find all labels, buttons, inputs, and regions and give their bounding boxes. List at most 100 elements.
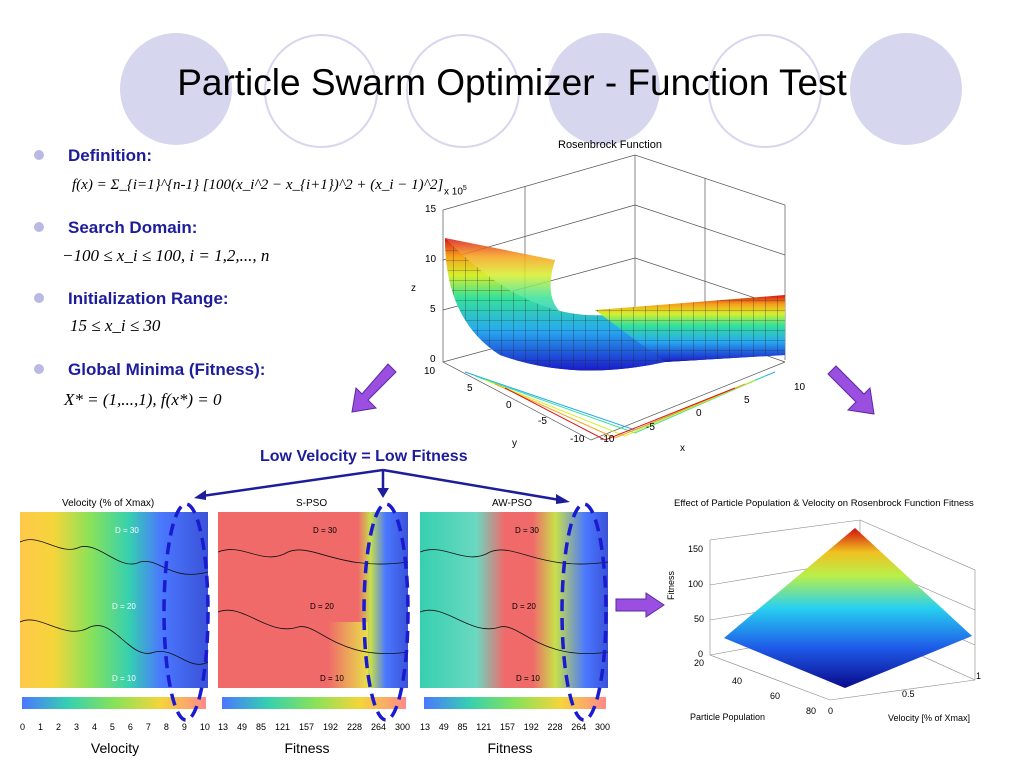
bullet-heading-definition: Definition:: [68, 146, 153, 165]
effect-x-tick: 40: [732, 676, 743, 686]
decor-circle-6: [850, 33, 962, 145]
effect-x-label: Particle Population: [690, 712, 766, 722]
z-tick: 15: [425, 204, 437, 215]
x-tick: 10: [794, 382, 806, 393]
arrow-right-icon: [615, 592, 665, 618]
highlight-ellipses: [162, 502, 608, 722]
map-spso: D = 30 D = 20 D = 10: [218, 512, 408, 688]
map-velocity-contour: [20, 539, 208, 665]
rosenbrock-title: Rosenbrock Function: [558, 139, 662, 151]
arrow-down-right-icon: [827, 365, 875, 415]
rosenbrock-x-label: x: [680, 443, 685, 454]
tick: 121: [476, 722, 492, 732]
y-tick: -5: [538, 416, 547, 427]
tick: 13: [218, 722, 229, 732]
decor-circle-4: [548, 33, 660, 145]
effect-y-tick: 0.5: [902, 689, 915, 699]
formula-init: 15 ≤ x_i ≤ 30: [70, 316, 161, 335]
tick: 7: [145, 722, 151, 732]
effect-z-tick: 50: [694, 614, 705, 624]
tick: 300: [594, 722, 610, 732]
effect-x-tick: 60: [770, 691, 781, 701]
tick: 85: [255, 722, 266, 732]
bullet-heading-init: Initialization Range:: [68, 289, 229, 308]
tick: 228: [547, 722, 563, 732]
rosenbrock-z-scale: x 105: [444, 185, 467, 197]
z-tick: 10: [425, 254, 437, 265]
map-velocity: D = 30 D = 20 D = 10: [20, 512, 208, 688]
tick: 5: [109, 722, 115, 732]
effect-z-tick: 100: [688, 579, 704, 589]
tick: 6: [127, 722, 133, 732]
caption-spso: Fitness: [284, 740, 330, 756]
rosenbrock-z-label: z: [411, 283, 416, 294]
caption-awpso: Fitness: [487, 740, 533, 756]
z-scale-exp: 5: [462, 185, 467, 192]
decor-circle-2: [264, 34, 378, 148]
map-label: D = 10: [320, 674, 344, 683]
map-label: D = 30: [115, 526, 139, 535]
x-tick: -10: [600, 434, 615, 445]
effect-x-tick: 20: [694, 658, 705, 668]
map-awpso-contour: [420, 549, 608, 654]
x-tick: 5: [744, 395, 750, 406]
tick: 2: [55, 722, 61, 732]
decor-circle-5: [708, 34, 822, 148]
tick: 192: [322, 722, 338, 732]
map-label: D = 30: [313, 526, 337, 535]
y-tick: 5: [467, 383, 473, 394]
tick: 0: [20, 722, 26, 732]
effect-surface: [709, 519, 976, 701]
caption-velocity: Velocity: [90, 740, 140, 756]
bullet-heading-domain: Search Domain:: [68, 218, 198, 237]
z-tick: 5: [430, 304, 436, 315]
formula-domain: −100 ≤ x_i ≤ 100, i = 1,2,..., n: [62, 246, 270, 265]
y-tick: 0: [506, 400, 512, 411]
tick: 49: [236, 722, 247, 732]
tick: 4: [91, 722, 97, 732]
y-tick: -10: [570, 434, 585, 445]
tick: 10: [199, 722, 210, 732]
effect-z-tick: 150: [688, 544, 704, 554]
tick: 228: [346, 722, 362, 732]
tick: 9: [181, 722, 187, 732]
decor-circle-3: [406, 34, 520, 148]
bullet-dot: [34, 293, 44, 303]
rosenbrock-surface: [442, 154, 786, 441]
formula-minima: X* = (1,...,1), f(x*) = 0: [64, 390, 222, 409]
z-tick: 0: [430, 354, 436, 365]
slide-title: Particle Swarm Optimizer - Function Test: [177, 62, 847, 103]
tick: 157: [298, 722, 314, 732]
effect-title: Effect of Particle Population & Velocity…: [674, 498, 974, 509]
rosenbrock-y-label: y: [512, 438, 517, 449]
tick: 300: [394, 722, 410, 732]
tick: 8: [163, 722, 169, 732]
bullet-dot: [34, 222, 44, 232]
tick: 13: [420, 722, 431, 732]
map-label: D = 10: [112, 674, 136, 683]
colorbar-ticks-velocity: 0 1 2 3 4 5 6 7 8 9 10: [20, 722, 210, 732]
tick: 192: [523, 722, 539, 732]
bullet-heading-minima: Global Minima (Fitness):: [68, 360, 266, 379]
map-title-spso: S-PSO: [296, 498, 328, 509]
bullet-dot: [34, 364, 44, 374]
tick: 264: [571, 722, 587, 732]
map-label: D = 20: [112, 602, 136, 611]
tick: 49: [438, 722, 449, 732]
tick: 157: [499, 722, 515, 732]
colorbar-ticks-spso: 13 49 85 121 157 192 228 264 300: [218, 722, 410, 732]
tick: 264: [370, 722, 386, 732]
map-awpso: D = 30 D = 20 D = 10: [420, 512, 608, 688]
effect-y-tick: 1: [976, 671, 982, 681]
x-tick: -5: [646, 422, 655, 433]
effect-z-label: Fitness: [666, 570, 676, 600]
colorbar-velocity: [22, 697, 206, 709]
map-label: D = 10: [516, 674, 540, 683]
colorbar-ticks-awpso: 13 49 85 121 157 192 228 264 300: [420, 722, 610, 732]
colorbar-spso: [222, 697, 406, 709]
decor-circle-1: [120, 33, 232, 145]
map-label: D = 30: [515, 526, 539, 535]
map-spso-contour: [218, 549, 408, 654]
colorbar-awpso: [424, 697, 606, 709]
connector-arrows: [194, 468, 570, 504]
